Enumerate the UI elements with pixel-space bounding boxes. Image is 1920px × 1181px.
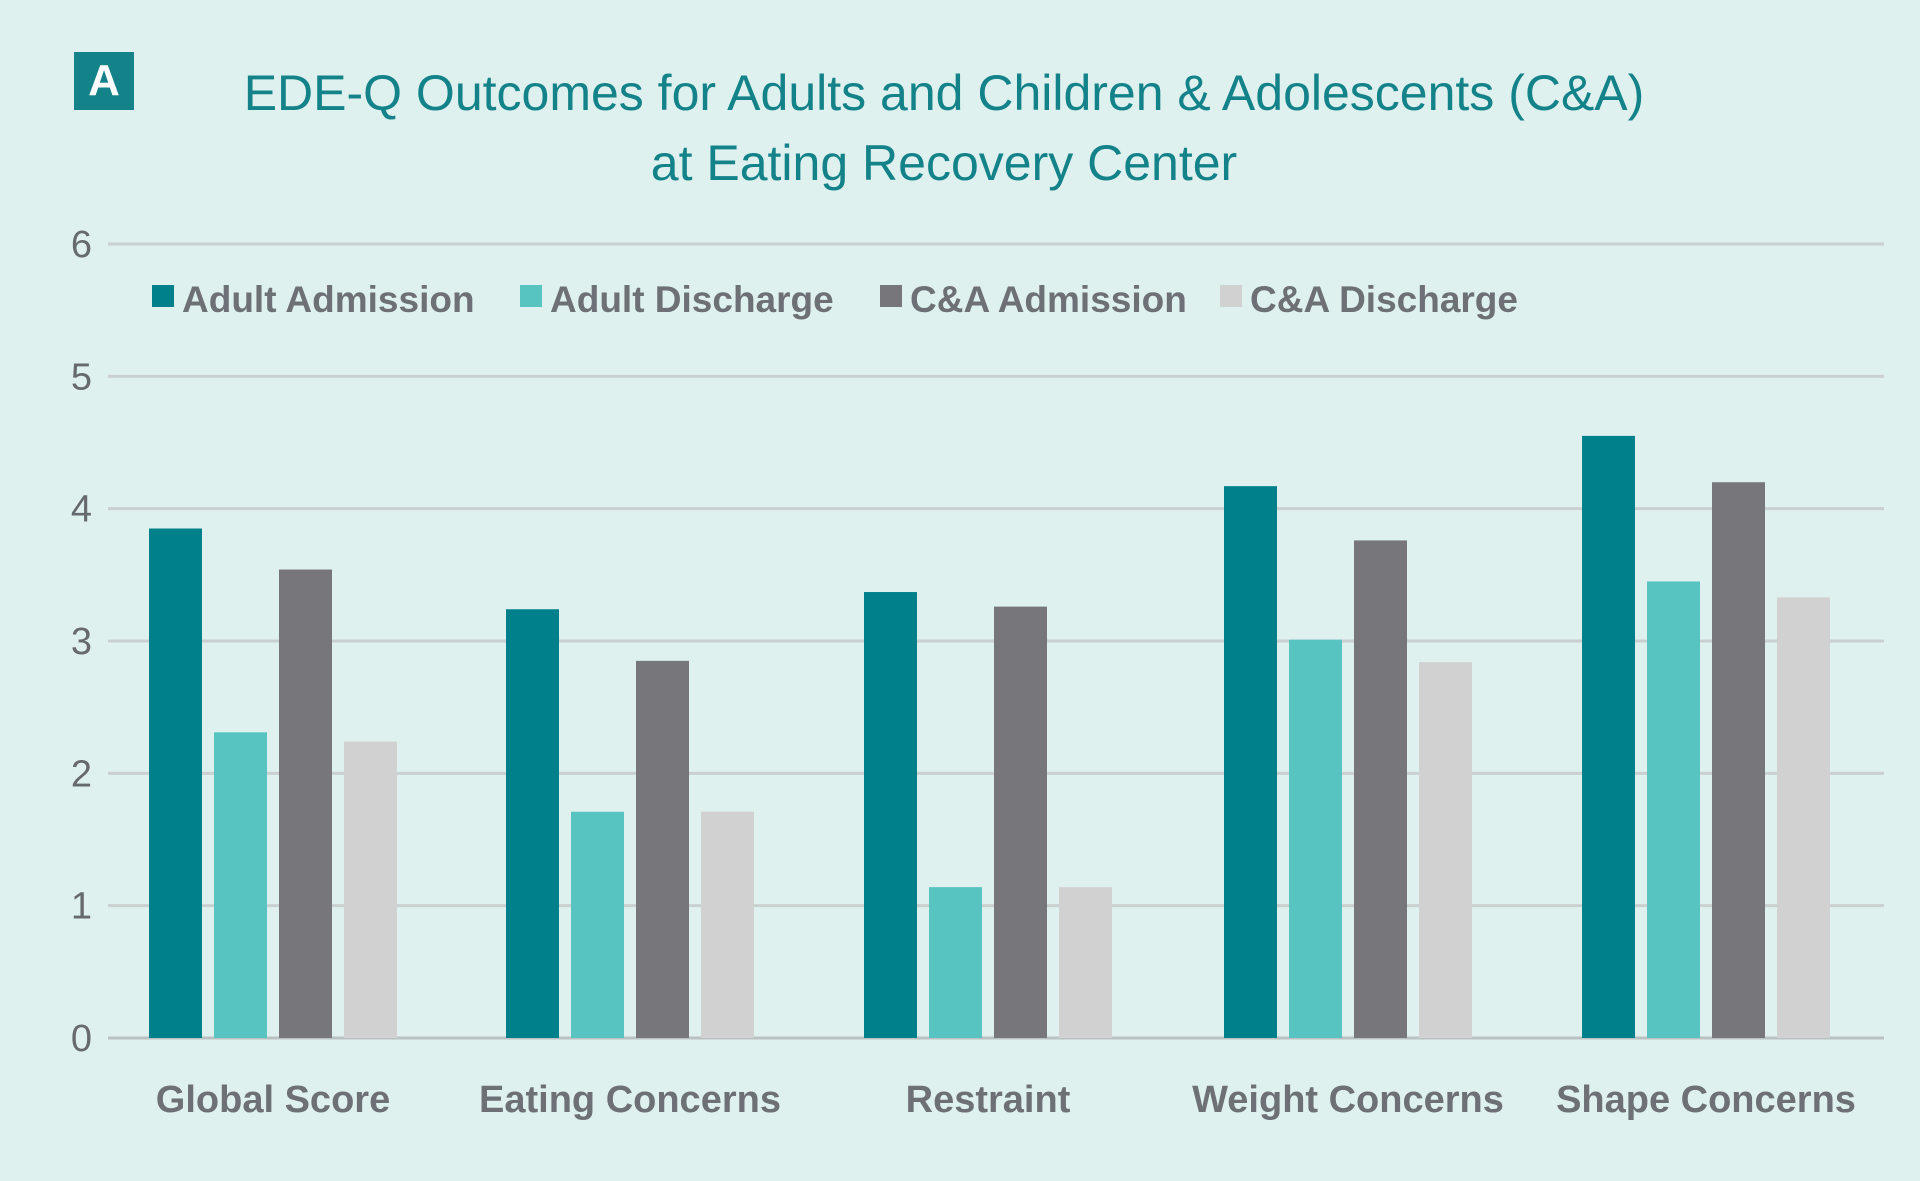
legend-item: Adult Admission xyxy=(152,279,475,320)
bar-adult-discharge-4 xyxy=(1647,581,1700,1038)
y-tick-label: 5 xyxy=(71,356,92,398)
x-axis-categories: Global Score Eating Concerns Restraint Weig… xyxy=(156,1079,1856,1121)
x-category-label: Weight Concerns xyxy=(1192,1079,1504,1121)
chart-title-line-1: EDE-Q Outcomes for Adults and Children &… xyxy=(243,65,1645,121)
x-category-label: Global Score xyxy=(156,1079,390,1121)
bar-c-a-discharge-3 xyxy=(1419,662,1472,1038)
y-tick-label: 4 xyxy=(71,489,92,531)
legend-item: C&A Admission xyxy=(880,279,1187,320)
legend-swatch xyxy=(152,285,174,307)
legend-swatch xyxy=(520,285,542,307)
bar-c-a-discharge-2 xyxy=(1059,887,1112,1038)
bar-adult-admission-1 xyxy=(506,609,559,1038)
legend: Adult Admission Adult Discharge C&A Admiss… xyxy=(152,279,1518,320)
bar-c-a-discharge-1 xyxy=(701,811,754,1038)
chart-title-line-2: at Eating Recovery Center xyxy=(650,135,1238,191)
bar-c-a-discharge-4 xyxy=(1777,597,1830,1038)
bar-adult-discharge-1 xyxy=(571,811,624,1038)
bar-adult-admission-4 xyxy=(1582,435,1635,1039)
legend-swatch xyxy=(1220,285,1242,307)
x-category-label: Restraint xyxy=(906,1079,1071,1121)
bar-adult-admission-3 xyxy=(1224,486,1277,1038)
legend-item: Adult Discharge xyxy=(520,279,834,320)
bar-adult-discharge-2 xyxy=(929,887,982,1038)
x-category-label: Eating Concerns xyxy=(479,1079,781,1121)
y-tick-label: 6 xyxy=(71,224,92,266)
panel-label: A xyxy=(74,52,134,110)
legend-swatch xyxy=(880,285,902,307)
bars xyxy=(149,435,1830,1039)
bar-c-a-admission-1 xyxy=(636,660,689,1038)
x-category-label: Shape Concerns xyxy=(1556,1079,1856,1121)
y-tick-label: 2 xyxy=(71,753,92,795)
legend-label: C&A Admission xyxy=(910,279,1187,320)
chart-title: EDE-Q Outcomes for Adults and Children &… xyxy=(0,58,1888,198)
y-axis-ticks: 0 1 2 3 4 5 6 xyxy=(71,224,92,1060)
y-tick-label: 3 xyxy=(71,621,92,663)
bar-adult-discharge-0 xyxy=(214,732,267,1038)
bar-adult-admission-0 xyxy=(149,528,202,1038)
bar-c-a-admission-3 xyxy=(1354,540,1407,1038)
bar-c-a-admission-4 xyxy=(1712,482,1765,1038)
y-tick-label: 1 xyxy=(71,886,92,928)
bar-adult-discharge-3 xyxy=(1289,639,1342,1038)
y-tick-label: 0 xyxy=(71,1018,92,1060)
bar-adult-admission-2 xyxy=(864,592,917,1038)
bar-c-a-admission-0 xyxy=(279,569,332,1038)
legend-label: Adult Discharge xyxy=(550,279,834,320)
legend-item: C&A Discharge xyxy=(1220,279,1518,320)
bar-c-a-admission-2 xyxy=(994,606,1047,1038)
legend-label: Adult Admission xyxy=(182,279,475,320)
legend-label: C&A Discharge xyxy=(1250,279,1518,320)
bar-c-a-discharge-0 xyxy=(344,741,397,1038)
